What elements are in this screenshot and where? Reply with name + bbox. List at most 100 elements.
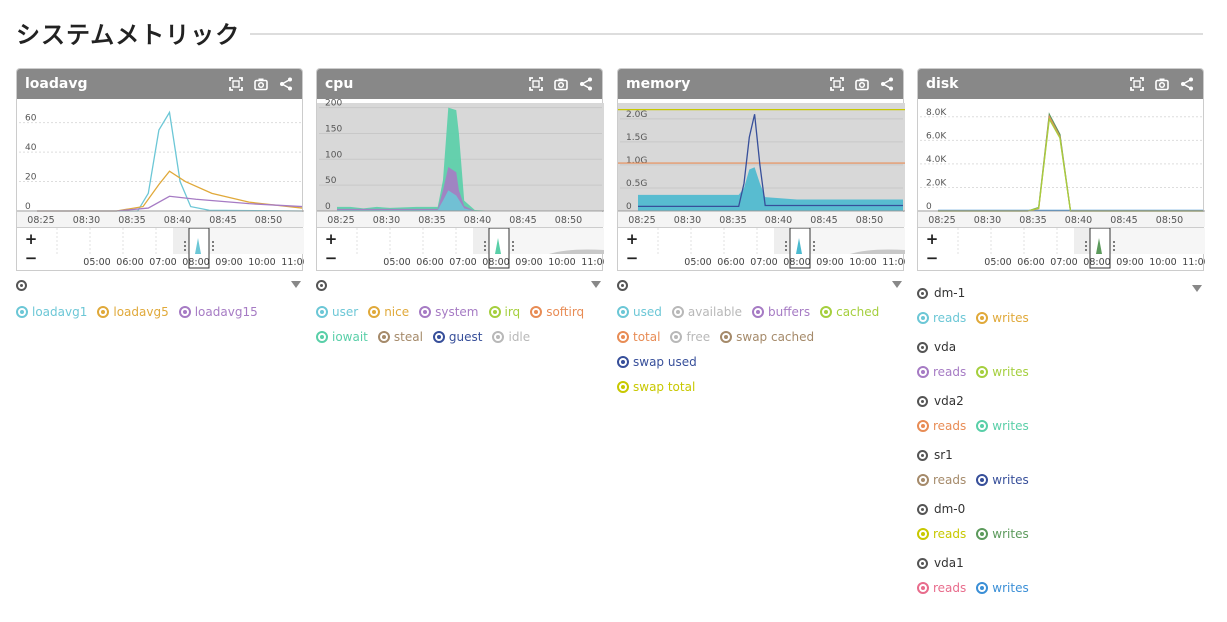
select-all-icon[interactable]: [917, 395, 928, 407]
legend-group-header[interactable]: sr1: [917, 443, 1204, 467]
legend-series[interactable]: idle: [492, 324, 530, 349]
legend-row: swap total: [617, 374, 904, 399]
legend-ring-dot: [674, 334, 679, 339]
legend-series[interactable]: loadavg1: [16, 299, 87, 324]
legend-series[interactable]: writes: [976, 467, 1029, 492]
zoom-in-button[interactable]: +: [324, 230, 338, 248]
legend-series[interactable]: softirq: [530, 299, 584, 324]
share-icon[interactable]: [278, 76, 294, 92]
dropdown-caret-icon[interactable]: [291, 281, 301, 288]
select-all-icon[interactable]: [316, 280, 327, 291]
dropdown-caret-icon[interactable]: [591, 281, 601, 288]
camera-icon[interactable]: [253, 76, 269, 92]
legend-ring-dot: [921, 585, 925, 590]
legend-series[interactable]: swap total: [617, 374, 695, 399]
legend-series[interactable]: used: [617, 299, 662, 324]
legend-series[interactable]: nice: [368, 299, 409, 324]
camera-icon[interactable]: [854, 76, 870, 92]
legend-series[interactable]: free: [670, 324, 710, 349]
loadavg-nav-time-label: 05:00: [83, 257, 110, 268]
legend-series[interactable]: user: [316, 299, 358, 324]
legend-series[interactable]: loadavg5: [97, 299, 169, 324]
legend-series[interactable]: irq: [488, 299, 520, 324]
zoom-buttons: + −: [624, 230, 640, 268]
zoom-out-button[interactable]: −: [625, 249, 639, 267]
legend-series[interactable]: swap cached: [720, 324, 814, 349]
legend-group-header[interactable]: vda1: [917, 551, 1204, 575]
legend-series[interactable]: writes: [976, 575, 1029, 600]
select-all-icon[interactable]: [917, 557, 928, 569]
disk-xtick-label: 08:40: [1065, 215, 1092, 226]
legend-group-header[interactable]: dm-0: [917, 497, 1204, 521]
share-icon[interactable]: [578, 76, 594, 92]
zoom-in-button[interactable]: +: [625, 230, 639, 248]
legend-series-label: user: [332, 304, 359, 319]
legend-series[interactable]: reads: [917, 413, 966, 438]
cpu-xtick-label: 08:35: [418, 215, 445, 226]
range-navigator[interactable]: 05:00 06:00 07:00 08:00 09:00 10:00 11:00 +−: [618, 227, 905, 270]
memory-nav-time-label: 07:00: [750, 257, 777, 268]
legend-group-name: vda: [934, 340, 957, 354]
select-all-icon[interactable]: [917, 341, 928, 353]
legend-series[interactable]: cached: [820, 299, 879, 324]
share-icon[interactable]: [879, 76, 895, 92]
fullscreen-icon[interactable]: [1129, 76, 1145, 92]
zoom-out-button[interactable]: −: [925, 249, 939, 267]
legend-ring-dot: [320, 309, 324, 314]
legend-series[interactable]: buffers: [752, 299, 810, 324]
legend-series[interactable]: writes: [976, 305, 1029, 330]
zoom-out-button[interactable]: −: [324, 249, 338, 267]
cpu-nav-tail: [549, 249, 604, 254]
legend-ring-icon: [492, 330, 505, 343]
legend-series[interactable]: reads: [917, 575, 966, 600]
legend-series[interactable]: reads: [917, 521, 966, 546]
memory-nav-handle-dot: [813, 249, 815, 251]
select-all-icon[interactable]: [917, 503, 928, 515]
legend-series[interactable]: loadavg15: [178, 299, 258, 324]
camera-icon[interactable]: [1154, 76, 1170, 92]
legend-group-header[interactable]: dm-1: [917, 281, 1204, 305]
legend-series[interactable]: writes: [976, 359, 1029, 384]
legend-ring-icon: [488, 305, 501, 318]
zoom-in-button[interactable]: +: [24, 230, 38, 248]
fullscreen-icon[interactable]: [528, 76, 544, 92]
legend-series[interactable]: writes: [976, 521, 1029, 546]
legend-series[interactable]: reads: [917, 305, 966, 330]
select-all-icon[interactable]: [917, 287, 928, 299]
legend-ring-dot: [921, 315, 925, 320]
legend-series[interactable]: reads: [917, 467, 966, 492]
select-all-icon[interactable]: [16, 280, 27, 291]
select-all-icon[interactable]: [917, 449, 928, 461]
legend-series[interactable]: writes: [976, 413, 1029, 438]
legend-series[interactable]: total: [617, 324, 660, 349]
legend-series[interactable]: available: [671, 299, 742, 324]
legend-ring-dot: [423, 309, 428, 314]
loadavg-nav-handle-dot: [212, 245, 214, 247]
range-navigator[interactable]: 05:00 06:00 07:00 08:00 09:00 10:00 11:00 +−: [317, 227, 604, 270]
legend-ring-dot: [724, 334, 729, 339]
dropdown-caret-icon[interactable]: [1192, 285, 1202, 292]
range-navigator[interactable]: 05:00 06:00 07:00 08:00 09:00 10:00 11:00 +−: [17, 227, 304, 270]
legend-group-header[interactable]: vda2: [917, 389, 1204, 413]
legend-series[interactable]: iowait: [316, 324, 368, 349]
range-navigator[interactable]: 05:00 06:00 07:00 08:00 09:00 10:00 11:00 +−: [918, 227, 1205, 270]
zoom-in-button[interactable]: +: [925, 230, 939, 248]
legend-series[interactable]: swap used: [617, 349, 697, 374]
legend-series[interactable]: guest: [432, 324, 482, 349]
legend-controls: [16, 277, 303, 299]
dropdown-caret-icon[interactable]: [892, 281, 902, 288]
legend-ring-icon: [617, 330, 629, 343]
legend-series[interactable]: steal: [377, 324, 423, 349]
camera-icon[interactable]: [553, 76, 569, 92]
legend-series[interactable]: reads: [917, 359, 966, 384]
fullscreen-icon[interactable]: [228, 76, 244, 92]
legend-ring-icon: [97, 305, 110, 318]
legend-series-label: reads: [933, 418, 967, 433]
legend-series[interactable]: system: [419, 299, 479, 324]
share-icon[interactable]: [1179, 76, 1195, 92]
legend-group-header[interactable]: vda: [917, 335, 1204, 359]
select-all-icon[interactable]: [617, 280, 628, 291]
fullscreen-icon[interactable]: [829, 76, 845, 92]
zoom-out-button[interactable]: −: [24, 249, 38, 267]
legend-ring-dot: [20, 309, 24, 314]
